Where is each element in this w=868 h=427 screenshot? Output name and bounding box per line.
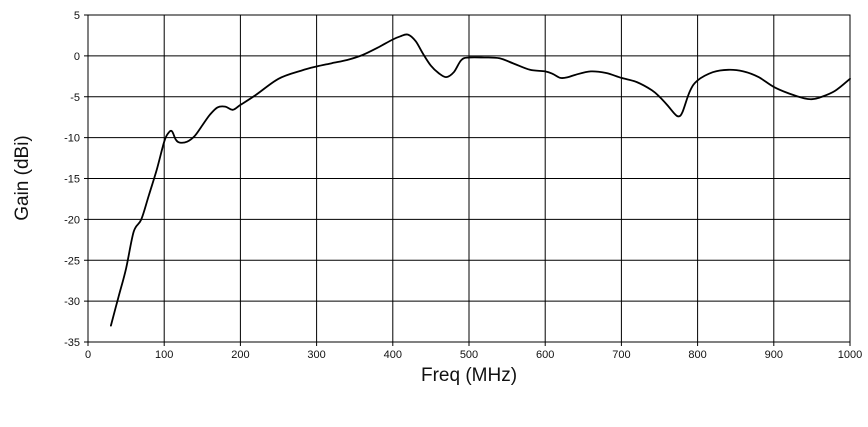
y-tick-label: -5 xyxy=(70,92,80,104)
y-tick-label: 0 xyxy=(74,51,80,63)
x-tick-label: 500 xyxy=(460,349,478,361)
x-axis-title: Freq (MHz) xyxy=(421,365,517,386)
y-tick-label: 5 xyxy=(74,10,80,22)
x-tick-label: 200 xyxy=(231,349,249,361)
y-axis-title: Gain (dBi) xyxy=(12,135,33,221)
series-layer xyxy=(110,33,851,327)
x-tick-label: 600 xyxy=(536,349,554,361)
x-tick-label: 800 xyxy=(688,349,706,361)
grid-lines xyxy=(87,14,851,343)
x-axis-ticks: 0 100 200 300 400 500 600 700 800 900 1000 xyxy=(85,342,862,361)
y-tick-label: -25 xyxy=(64,255,80,267)
x-tick-label: 0 xyxy=(85,349,91,361)
x-tick-label: 400 xyxy=(384,349,402,361)
y-tick-label: -15 xyxy=(64,174,80,186)
x-tick-label: 300 xyxy=(307,349,325,361)
y-tick-label: -35 xyxy=(64,337,80,349)
x-tick-label: 100 xyxy=(155,349,173,361)
y-tick-label: -20 xyxy=(64,214,80,226)
y-tick-label: -10 xyxy=(64,133,80,145)
x-tick-label: 900 xyxy=(765,349,783,361)
y-tick-label: -30 xyxy=(64,296,80,308)
gain-series-line xyxy=(110,33,851,327)
x-tick-label: 1000 xyxy=(838,349,862,361)
y-axis-ticks: 5 0 -5 -10 -15 -20 -25 -30 -35 xyxy=(64,10,88,349)
x-tick-label: 700 xyxy=(612,349,630,361)
